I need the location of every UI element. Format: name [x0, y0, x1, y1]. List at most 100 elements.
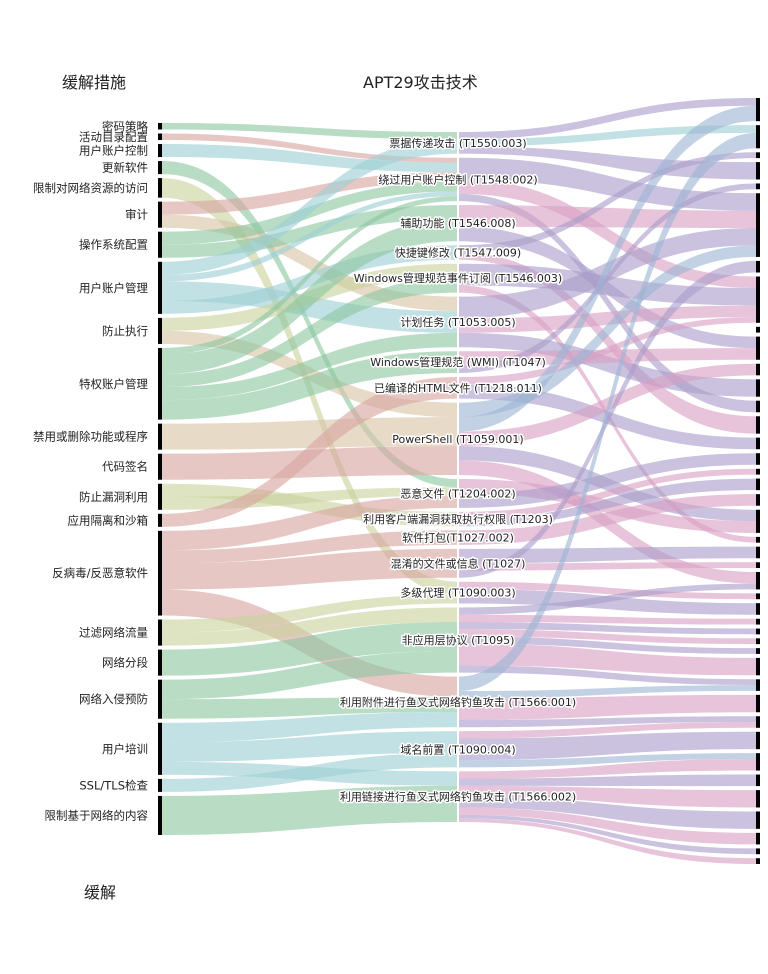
- effect-node-5: [756, 193, 760, 257]
- mitigation-node-17: [158, 679, 162, 719]
- effect-node-10: [756, 363, 760, 376]
- technique-node-0: [457, 132, 459, 154]
- mitigation-label-15: 过滤网络流量: [79, 626, 148, 640]
- mitigation-node-6: [158, 231, 162, 258]
- mitigation-link-16: [162, 219, 457, 375]
- technique-label-8: PowerShell (T1059.001): [392, 433, 523, 446]
- mitigation-link-21: [162, 446, 457, 480]
- effect-node-36: [756, 774, 760, 787]
- effect-node-15: [756, 453, 760, 465]
- mitigation-node-16: [158, 649, 162, 676]
- technique-node-11: [457, 530, 459, 545]
- mitigation-link-29: [162, 594, 457, 633]
- effect-node-18: [756, 494, 760, 506]
- technique-link-45: [459, 722, 756, 739]
- effect-node-4: [756, 183, 760, 190]
- mitigation-node-18: [158, 722, 162, 775]
- mitigation-node-7: [158, 261, 162, 314]
- effect-node-23: [756, 572, 760, 590]
- effect-node-24: [756, 593, 760, 600]
- technique-label-13: 多级代理 (T1090.003): [400, 586, 515, 600]
- mitigation-node-12: [158, 483, 162, 510]
- effect-node-0: [756, 98, 760, 122]
- technique-node-8: [457, 402, 459, 475]
- mitigation-node-14: [158, 530, 162, 616]
- mitigation-link-27: [162, 548, 457, 590]
- technique-node-7: [457, 376, 459, 399]
- technique-link-44: [459, 716, 756, 728]
- effect-node-16: [756, 468, 760, 475]
- effect-node-40: [756, 848, 760, 855]
- mitigation-link-35: [162, 731, 457, 762]
- technique-label-10: 利用客户端漏洞获取执行权限 (T1203): [363, 512, 553, 526]
- mitigation-link-18: [162, 332, 457, 401]
- technique-label-6: Windows管理规范 (WMI) (T1047): [370, 355, 546, 369]
- mitigation-link-24: [162, 376, 457, 527]
- mitigation-link-37: [162, 752, 457, 792]
- mitigation-link-33: [162, 696, 457, 719]
- mitigation-label-18: 用户培训: [102, 742, 148, 756]
- technique-label-17: 利用链接进行鱼叉式网络钓鱼攻击 (T1566.002): [340, 790, 576, 804]
- technique-link-52: [459, 807, 756, 845]
- mitigation-label-12: 防止漏洞利用: [79, 490, 148, 504]
- mitigation-link-32: [162, 650, 457, 700]
- mitigation-node-15: [158, 619, 162, 646]
- mitigation-node-8: [158, 317, 162, 344]
- technique-link-38: [459, 636, 756, 654]
- technique-label-7: 已编译的HTML文件 (T1218.011): [374, 381, 542, 395]
- effect-node-3: [756, 162, 760, 180]
- technique-label-16: 域名前置 (T1090.004): [400, 742, 515, 756]
- effect-node-38: [756, 811, 760, 829]
- effect-node-14: [756, 437, 760, 450]
- mitigation-label-1: 活动目录配置: [79, 130, 148, 144]
- effect-node-31: [756, 679, 760, 691]
- mitigation-node-4: [158, 178, 162, 198]
- mitigation-label-11: 代码签名: [102, 460, 148, 474]
- mitigation-link-31: [162, 621, 457, 676]
- technique-link-6: [459, 205, 756, 228]
- effect-node-11: [756, 379, 760, 397]
- effect-node-37: [756, 790, 760, 808]
- effect-node-25: [756, 603, 760, 615]
- technique-node-15: [457, 676, 459, 728]
- mitigation-label-9: 特权账户管理: [79, 377, 148, 391]
- effect-node-19: [756, 509, 760, 533]
- technique-link-25: [459, 453, 756, 508]
- mitigation-link-19: [162, 351, 457, 420]
- technique-node-2: [457, 205, 459, 242]
- technique-link-4: [459, 179, 756, 289]
- effect-node-28: [756, 638, 760, 645]
- technique-link-46: [459, 731, 756, 761]
- technique-node-4: [457, 263, 459, 293]
- effect-node-33: [756, 716, 760, 728]
- mitigation-link-17: [162, 278, 457, 388]
- technique-link-0: [459, 98, 756, 140]
- technique-link-13: [459, 305, 756, 333]
- technique-link-1: [459, 125, 756, 147]
- technique-link-30: [459, 562, 756, 571]
- technique-link-9: [459, 252, 756, 434]
- mitigation-link-5: [162, 172, 457, 215]
- technique-label-11: 软件打包(T1027.002): [402, 531, 514, 545]
- effect-node-21: [756, 546, 760, 559]
- mitigation-link-20: [162, 417, 457, 450]
- effect-node-1: [756, 125, 760, 149]
- effect-node-32: [756, 694, 760, 713]
- mitigation-link-34: [162, 712, 457, 743]
- technique-label-15: 利用附件进行鱼叉式网络钓鱼攻击 (T1566.001): [340, 695, 576, 709]
- mitigation-link-22: [162, 483, 457, 527]
- technique-node-10: [457, 511, 459, 527]
- mitigation-node-1: [158, 133, 162, 141]
- effect-node-26: [756, 618, 760, 625]
- technique-label-4: Windows管理规范事件订阅 (T1546.003): [354, 271, 562, 285]
- effect-node-2: [756, 152, 760, 159]
- mitigation-link-10: [162, 191, 457, 282]
- mitigation-link-0: [162, 123, 457, 140]
- effect-node-8: [756, 326, 760, 333]
- technique-link-34: [459, 583, 756, 615]
- technique-link-26: [459, 468, 756, 520]
- technique-link-16: [459, 183, 756, 373]
- mitigation-node-20: [158, 795, 162, 835]
- mitigation-node-9: [158, 347, 162, 420]
- mitigation-node-3: [158, 161, 162, 175]
